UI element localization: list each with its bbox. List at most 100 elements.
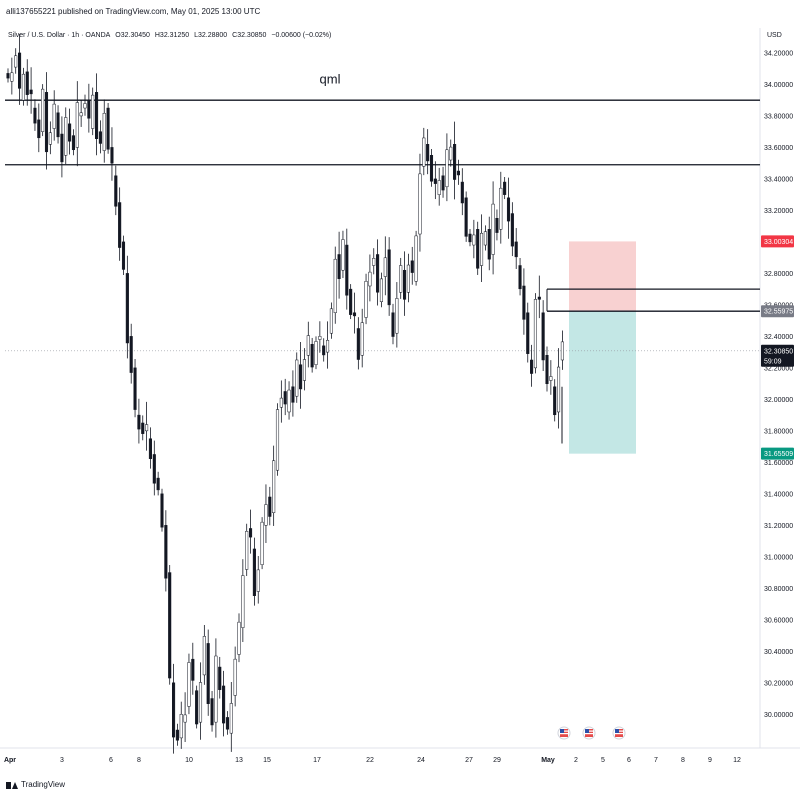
- x-tick-label: 5: [601, 757, 605, 764]
- x-tick-label: 15: [263, 757, 271, 764]
- tradingview-logo-icon: [6, 781, 18, 789]
- candle-body: [499, 187, 503, 230]
- candle-body: [456, 170, 460, 176]
- take-profit-zone[interactable]: [569, 311, 636, 454]
- candle-body: [10, 72, 14, 82]
- x-tick-label: May: [541, 757, 555, 764]
- candle-body: [541, 312, 545, 361]
- candle-body: [322, 345, 326, 356]
- candle-body: [510, 213, 514, 247]
- candle-body: [406, 264, 410, 293]
- candle-body: [468, 233, 472, 243]
- price-tag-stop[interactable]: [761, 235, 794, 248]
- candle-body: [206, 643, 210, 704]
- candle-body: [48, 132, 52, 145]
- candle-body: [426, 144, 430, 162]
- y-tick-label: 33.20000: [764, 208, 793, 215]
- candle-body: [33, 107, 37, 124]
- us-flag-icon[interactable]: [612, 726, 626, 740]
- candle-body: [21, 73, 25, 101]
- candle-body: [302, 359, 306, 381]
- candle-body: [422, 137, 426, 167]
- x-tick-label: 3: [60, 757, 64, 764]
- candle-body: [314, 341, 318, 365]
- price-tag-last[interactable]: [761, 344, 794, 367]
- us-flag-icon[interactable]: [582, 726, 596, 740]
- candle-body: [229, 703, 233, 734]
- candle-body: [376, 254, 380, 293]
- candle-body: [291, 386, 295, 403]
- candle-body: [403, 269, 407, 300]
- x-tick-label: 7: [654, 757, 658, 764]
- price-tag-label: 31.65509: [764, 451, 793, 458]
- ohlc-close: C32.30850: [232, 32, 267, 39]
- candle-body: [441, 175, 445, 191]
- candle-body: [287, 389, 291, 413]
- candle-body: [152, 454, 156, 484]
- candle-body: [480, 232, 484, 266]
- y-tick-label: 31.20000: [764, 523, 793, 530]
- candle-body: [503, 181, 507, 195]
- candle-body: [487, 229, 491, 260]
- currency-label[interactable]: USD: [767, 32, 782, 39]
- price-tag-target[interactable]: [761, 447, 794, 460]
- candle-body: [310, 343, 314, 368]
- x-tick-label: Apr: [4, 757, 16, 764]
- price-tag-label: 32.55975: [764, 309, 793, 316]
- candle-body: [433, 178, 437, 184]
- y-tick-label: 31.00000: [764, 554, 793, 561]
- candle-body: [372, 258, 376, 266]
- price-tag-entry[interactable]: [761, 305, 794, 318]
- y-tick-label: 31.40000: [764, 491, 793, 498]
- candle-body: [202, 636, 206, 676]
- candle-body: [125, 273, 129, 344]
- x-tick-label: 8: [681, 757, 685, 764]
- y-tick-label: 30.20000: [764, 680, 793, 687]
- x-tick-label: 27: [465, 757, 473, 764]
- us-flag-icon[interactable]: [557, 726, 571, 740]
- candle-body: [418, 173, 422, 235]
- candle-body: [29, 89, 33, 95]
- y-tick-label: 33.80000: [764, 113, 793, 120]
- candle-body: [183, 714, 187, 723]
- candle-body: [279, 397, 283, 408]
- candle-body: [44, 92, 49, 153]
- candle-body: [345, 244, 349, 296]
- x-tick-label: 2: [574, 757, 578, 764]
- y-tick-label: 33.60000: [764, 145, 793, 152]
- candle-body: [218, 666, 222, 690]
- candle-body: [260, 521, 264, 565]
- candle-body: [225, 717, 229, 730]
- candle-body: [91, 94, 95, 129]
- stop-loss-zone[interactable]: [569, 241, 636, 312]
- symbol-legend[interactable]: Silver / U.S. Dollar · 1h · OANDA O32.30…: [8, 32, 334, 39]
- candle-body: [75, 102, 79, 148]
- symbol-name[interactable]: Silver / U.S. Dollar · 1h · OANDA: [8, 32, 111, 39]
- candle-body: [233, 658, 237, 696]
- candle-body: [64, 117, 68, 156]
- x-tick-label: 9: [708, 757, 712, 764]
- tradingview-logo[interactable]: TradingView: [6, 780, 65, 789]
- x-tick-label: 29: [493, 757, 501, 764]
- candle-body: [179, 714, 183, 739]
- candle-body: [52, 103, 56, 129]
- candle-body: [549, 376, 553, 381]
- candle-body: [14, 55, 18, 68]
- candle-body: [518, 265, 522, 290]
- candle-body: [553, 386, 557, 416]
- candle-body: [364, 281, 368, 318]
- ohlc-open: O32.30450: [115, 32, 150, 39]
- candle-body: [79, 112, 83, 117]
- candle-body: [352, 312, 357, 317]
- qml-annotation-label[interactable]: qml: [320, 72, 341, 87]
- candle-body: [368, 271, 372, 287]
- candle-body: [483, 231, 487, 246]
- candle-body: [395, 298, 399, 334]
- candle-body: [533, 299, 538, 369]
- candle-body: [522, 285, 526, 320]
- candle-body: [160, 493, 164, 528]
- candle-body: [506, 197, 511, 222]
- candle-body: [222, 685, 226, 724]
- x-tick-label: 13: [235, 757, 243, 764]
